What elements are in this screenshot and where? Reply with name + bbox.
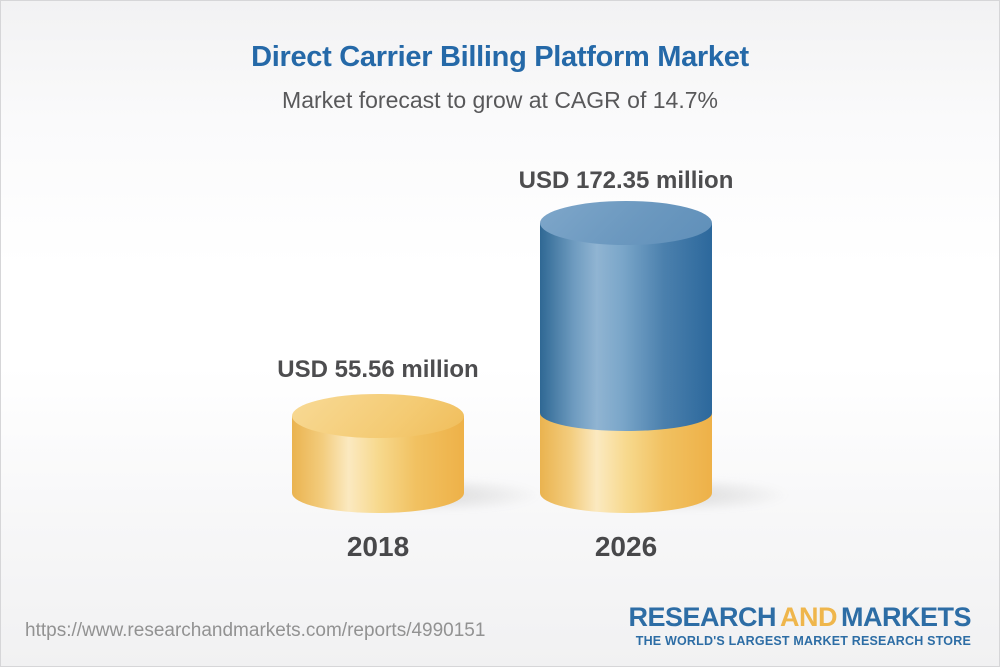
logo-word-and: AND xyxy=(780,602,838,632)
axis-label-2018: 2018 xyxy=(346,531,410,562)
page-title: Direct Carrier Billing Platform Market xyxy=(251,41,749,73)
logo-wordmark: RESEARCH AND MARKETS xyxy=(628,603,971,631)
value-label-2026: USD 172.35 million xyxy=(518,167,734,194)
axis-label-2026: 2026 xyxy=(594,531,658,562)
bar-2026-growth-segment xyxy=(540,223,712,431)
logo-tagline: THE WORLD'S LARGEST MARKET RESEARCH STOR… xyxy=(635,634,971,649)
bar-2026-cylinder-top xyxy=(540,201,712,245)
logo-word-research: RESEARCH xyxy=(628,602,776,632)
research-and-markets-logo: RESEARCH AND MARKETS THE WORLD'S LARGEST M… xyxy=(628,603,971,649)
report-url: https://www.researchandmarkets.com/repor… xyxy=(25,620,486,641)
value-label-2018: USD 55.56 million xyxy=(277,356,479,383)
page-subtitle: Market forecast to grow at CAGR of 14.7% xyxy=(282,87,718,113)
bar-2018-cylinder-top xyxy=(292,394,464,438)
logo-word-markets: MARKETS xyxy=(841,602,972,632)
